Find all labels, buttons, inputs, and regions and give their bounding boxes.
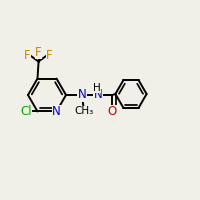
Text: H: H bbox=[93, 83, 100, 93]
Text: N: N bbox=[52, 105, 61, 118]
Text: N: N bbox=[94, 88, 102, 102]
Text: CH₃: CH₃ bbox=[74, 106, 93, 116]
Text: F: F bbox=[46, 49, 53, 62]
Text: N: N bbox=[78, 88, 86, 102]
Text: O: O bbox=[107, 105, 117, 118]
Text: Cl: Cl bbox=[20, 105, 32, 118]
Text: F: F bbox=[35, 46, 42, 59]
Text: F: F bbox=[24, 49, 31, 62]
